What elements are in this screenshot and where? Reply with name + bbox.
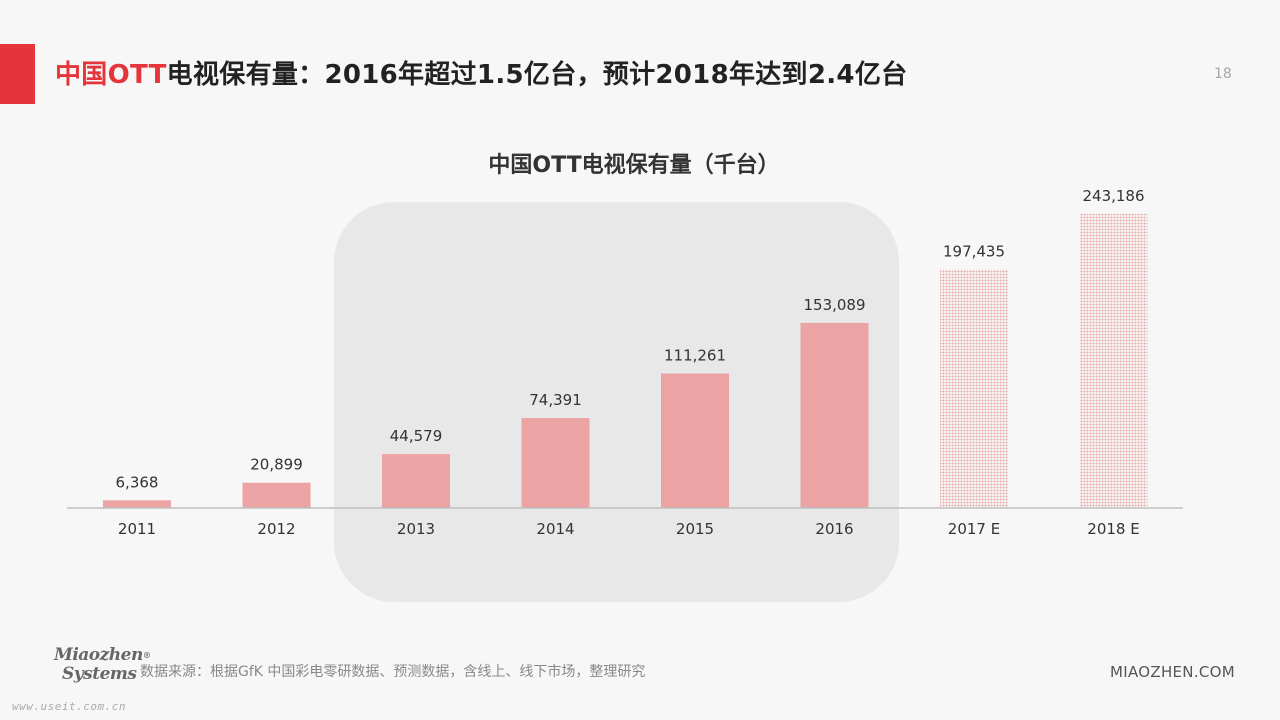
value-label: 197,435 — [943, 242, 1005, 260]
value-label: 6,368 — [116, 473, 159, 491]
x-tick-label: 2011 — [118, 520, 156, 538]
x-tick-label: 2014 — [536, 520, 574, 538]
page-title-highlight: 中国OTT — [55, 60, 167, 90]
brand-url: MIAOZHEN.COM — [1110, 663, 1236, 681]
data-source-note: 数据来源：根据GfK 中国彩电零研数据、预测数据，含线上、线下市场，整理研究 — [140, 664, 646, 680]
x-tick-label: 2016 — [815, 520, 853, 538]
bar-2018-e — [1079, 214, 1148, 508]
highlight-region — [334, 202, 899, 602]
bar-2012 — [242, 482, 311, 508]
bar-2015 — [661, 373, 729, 508]
bar-2016 — [800, 322, 869, 508]
value-label: 44,579 — [390, 427, 443, 445]
value-label: 74,391 — [529, 391, 582, 409]
bar-2017-e — [940, 269, 1008, 508]
title-accent-bar — [0, 44, 35, 104]
bar-2014 — [521, 418, 590, 508]
x-tick-label: 2013 — [397, 520, 435, 538]
watermark-text: www.useit.com.cn — [12, 700, 126, 713]
chart-title: 中国OTT电视保有量（千台） — [488, 152, 779, 178]
miaozhen-logo: Miaozhen® Systems — [54, 645, 151, 684]
value-label: 243,186 — [1082, 187, 1144, 205]
value-label: 153,089 — [803, 296, 865, 314]
x-tick-label: 2015 — [676, 520, 714, 538]
bar-2013 — [382, 454, 450, 508]
value-label: 111,261 — [664, 346, 726, 364]
x-tick-label: 2017 E — [948, 520, 1000, 538]
x-tick-label: 2012 — [257, 520, 295, 538]
value-label: 20,899 — [250, 456, 303, 474]
page-number: 18 — [1214, 66, 1232, 82]
x-tick-label: 2018 E — [1087, 520, 1139, 538]
page-title: 中国OTT电视保有量：2016年超过1.5亿台，预计2018年达到2.4亿台 — [55, 54, 907, 91]
bar-2011 — [103, 500, 171, 508]
page-title-rest: 电视保有量：2016年超过1.5亿台，预计2018年达到2.4亿台 — [166, 60, 908, 90]
